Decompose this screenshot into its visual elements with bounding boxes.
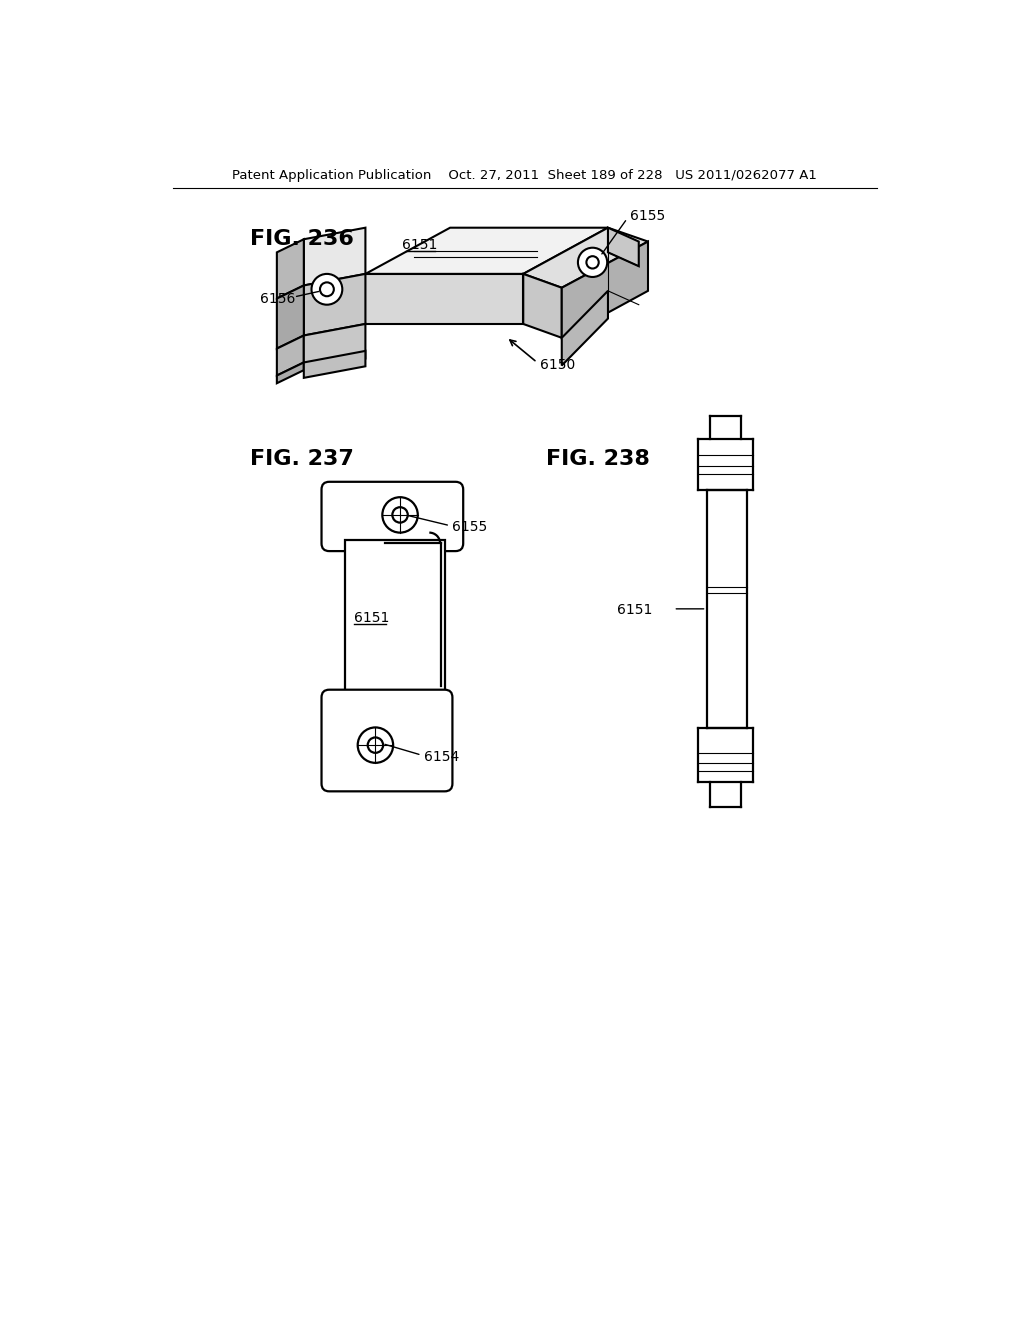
Polygon shape: [608, 227, 639, 267]
Text: FIG. 238: FIG. 238: [547, 449, 650, 469]
Text: 6151: 6151: [354, 611, 389, 626]
Polygon shape: [304, 275, 366, 335]
Polygon shape: [276, 335, 304, 376]
Polygon shape: [366, 275, 523, 323]
Text: 6150: 6150: [541, 358, 575, 372]
Polygon shape: [523, 227, 648, 288]
Polygon shape: [276, 363, 304, 383]
Bar: [345, 540, 444, 701]
Text: FIG. 236: FIG. 236: [250, 230, 353, 249]
Polygon shape: [562, 290, 608, 366]
Polygon shape: [276, 239, 304, 298]
Polygon shape: [562, 242, 648, 338]
Circle shape: [578, 248, 607, 277]
FancyBboxPatch shape: [322, 482, 463, 552]
Text: Patent Application Publication    Oct. 27, 2011  Sheet 189 of 228   US 2011/0262: Patent Application Publication Oct. 27, …: [232, 169, 817, 182]
Polygon shape: [304, 351, 366, 378]
Polygon shape: [523, 275, 562, 338]
Text: 6154: 6154: [424, 750, 459, 764]
Polygon shape: [304, 323, 366, 370]
Text: 6151: 6151: [401, 239, 437, 252]
Polygon shape: [276, 285, 304, 348]
Text: 6151: 6151: [617, 603, 652, 618]
Circle shape: [311, 275, 342, 305]
Text: 6155: 6155: [453, 520, 487, 535]
Text: FIG. 237: FIG. 237: [250, 449, 353, 469]
Polygon shape: [366, 227, 608, 275]
Text: 6156: 6156: [260, 292, 295, 305]
FancyBboxPatch shape: [322, 689, 453, 792]
Polygon shape: [304, 227, 366, 285]
Text: 6155: 6155: [630, 209, 665, 223]
